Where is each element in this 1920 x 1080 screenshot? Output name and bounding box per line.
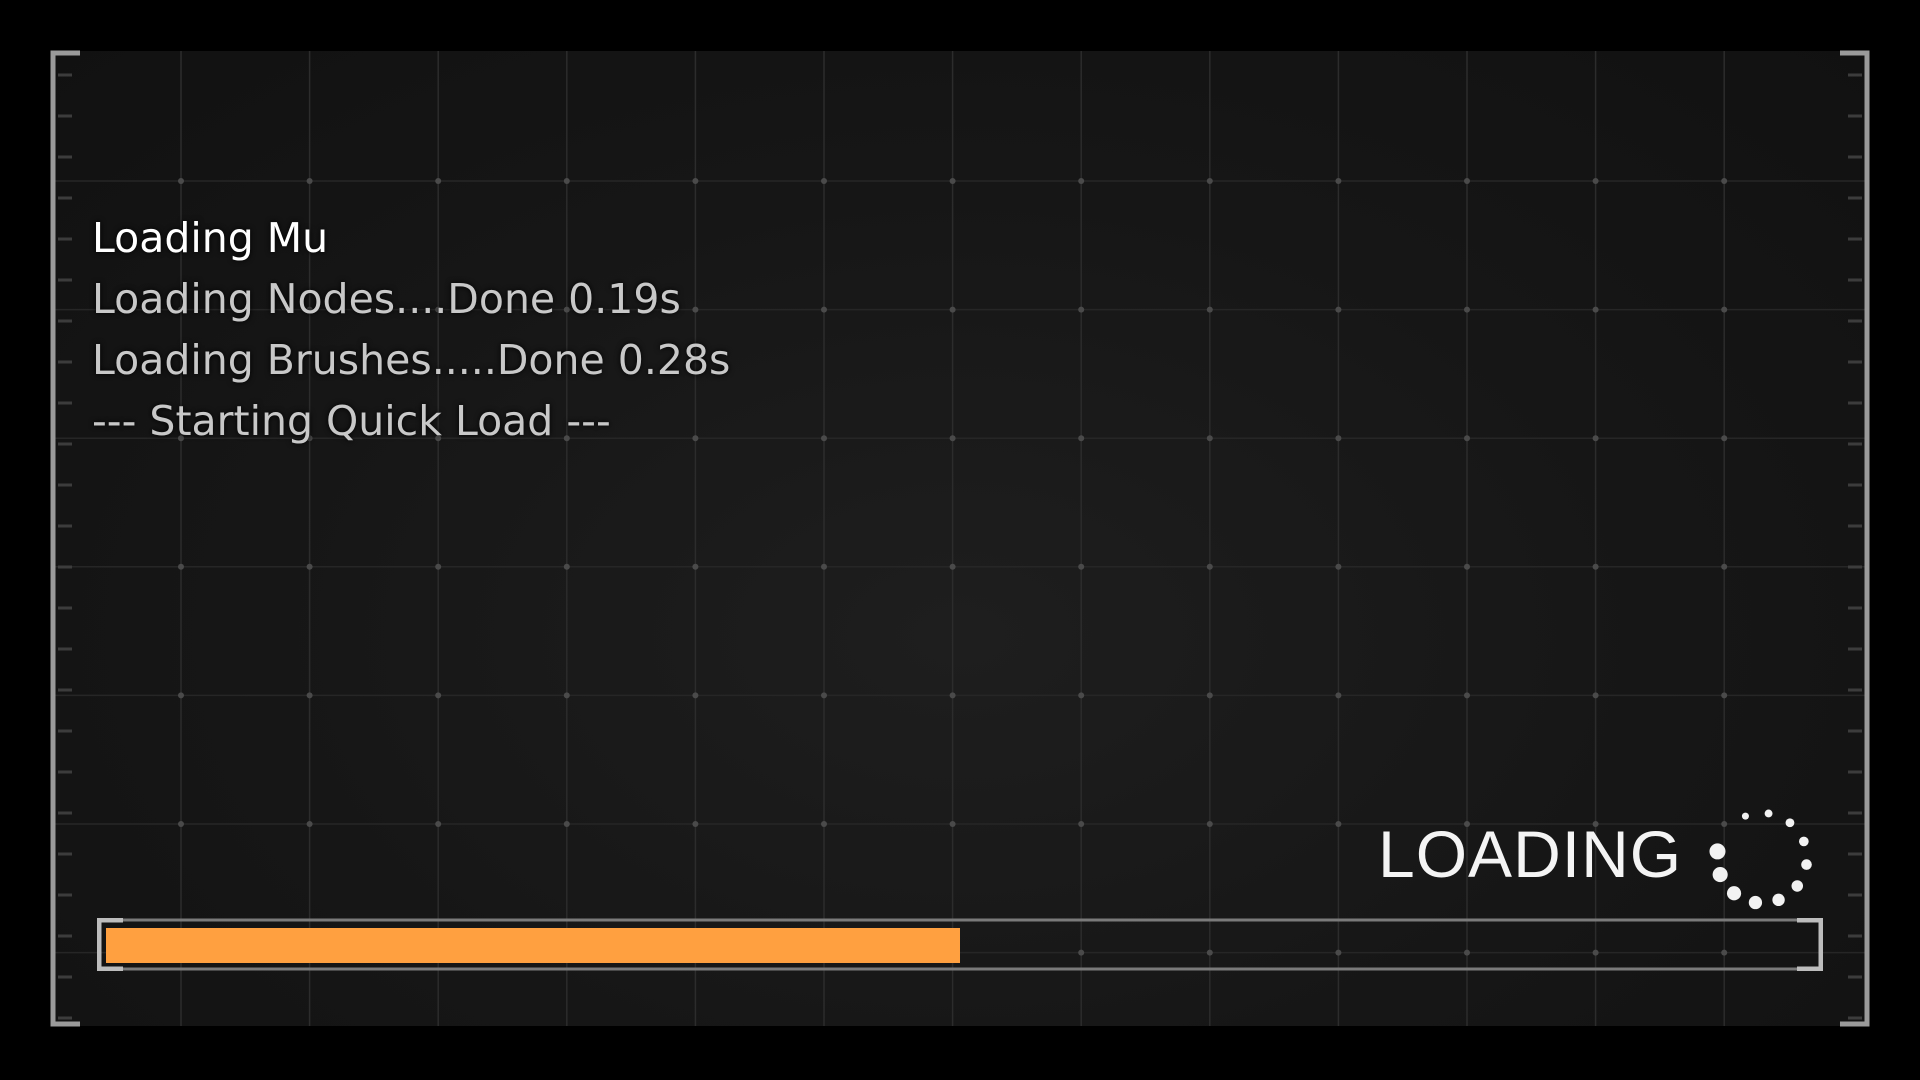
log-line-nodes: Loading Nodes....Done 0.19s bbox=[92, 275, 681, 323]
loading-screen-background bbox=[51, 51, 1869, 1026]
log-line-quick-load: --- Starting Quick Load --- bbox=[92, 397, 611, 445]
log-title: Loading Mu bbox=[92, 214, 329, 262]
log-line-brushes: Loading Brushes.....Done 0.28s bbox=[92, 336, 731, 384]
progress-bar-fill bbox=[106, 928, 960, 963]
spinner-dots-icon bbox=[1709, 809, 1812, 910]
progress-bar-frame bbox=[97, 918, 1823, 971]
loading-label: LOADING bbox=[1378, 817, 1683, 891]
